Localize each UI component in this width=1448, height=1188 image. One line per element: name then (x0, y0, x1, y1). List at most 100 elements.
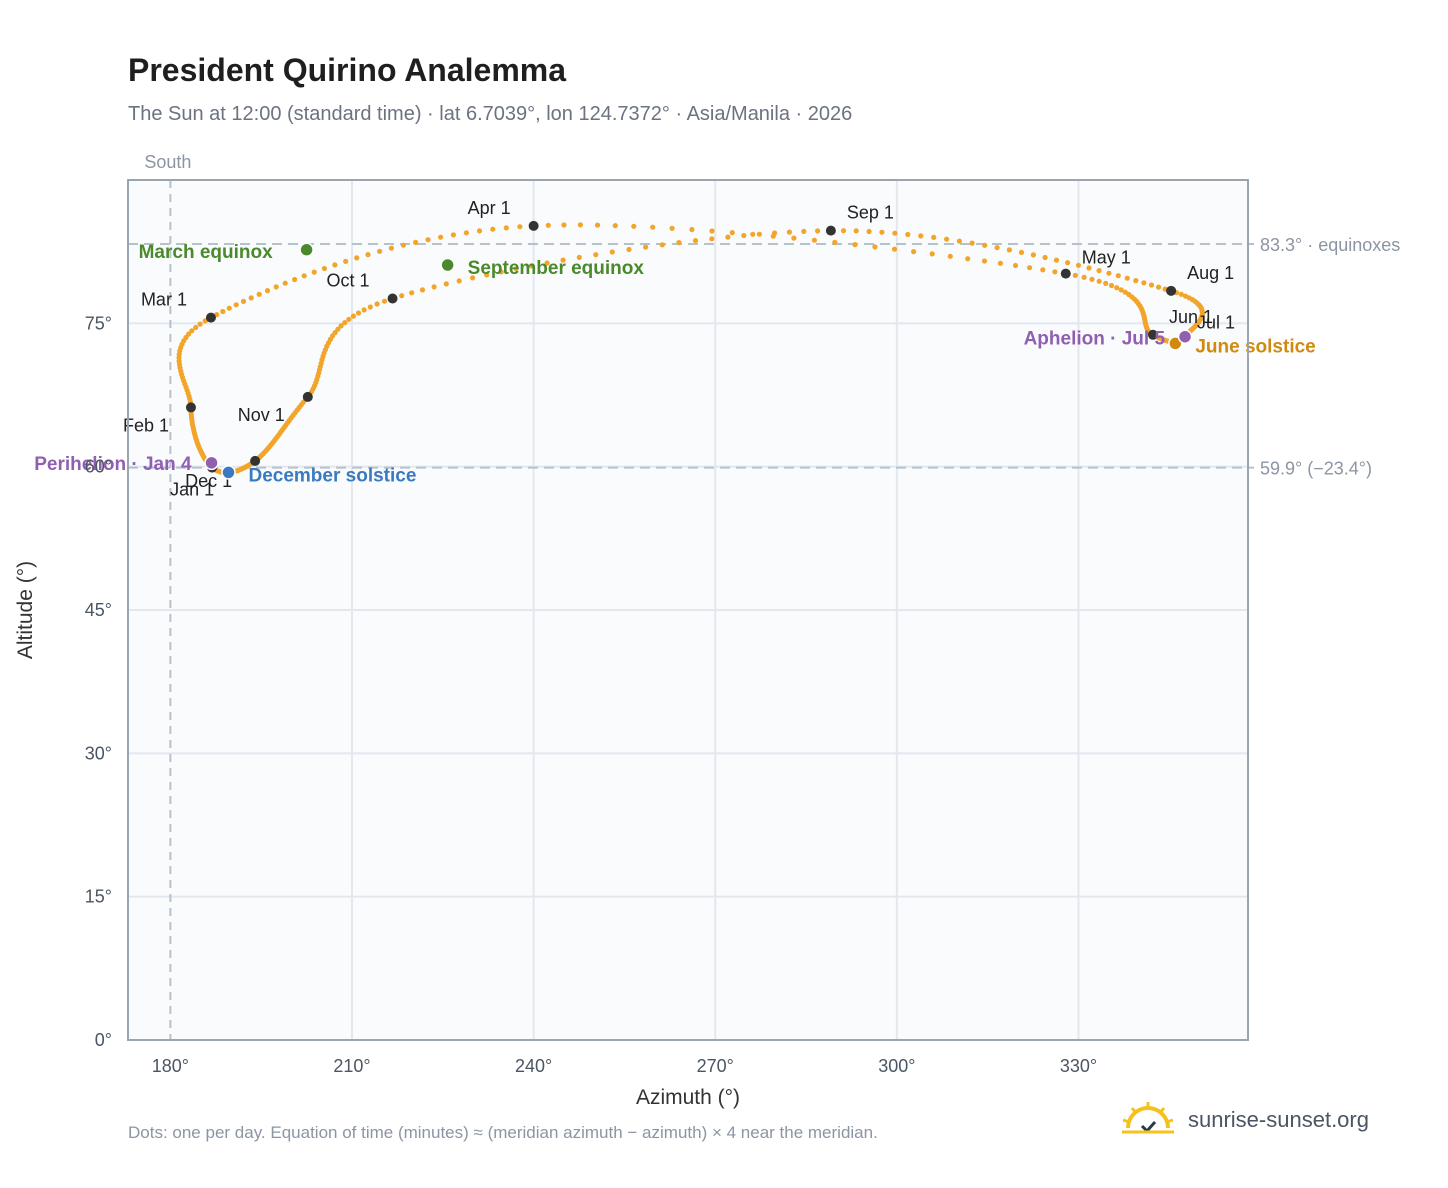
daily-dot (561, 222, 567, 228)
daily-dot (1114, 285, 1120, 291)
daily-dot (1096, 268, 1102, 274)
y-tick-label: 0° (95, 1030, 112, 1050)
daily-dot (692, 238, 699, 244)
daily-dot (709, 228, 715, 234)
month-label: Feb 1 (123, 415, 169, 435)
daily-dot (1148, 282, 1155, 288)
event-marker (1177, 329, 1193, 344)
daily-dot (1027, 265, 1033, 271)
month-label: Sep 1 (847, 203, 894, 223)
daily-dot (1182, 293, 1189, 299)
daily-dot (643, 244, 649, 250)
event-marker (204, 455, 219, 471)
daily-dot (443, 281, 449, 287)
daily-dot (388, 245, 394, 251)
month-marker (302, 391, 313, 402)
daily-dot (197, 321, 203, 327)
x-tick-label: 240° (515, 1056, 552, 1076)
daily-dot (240, 298, 247, 304)
daily-dot (1106, 270, 1112, 276)
daily-dot (891, 246, 898, 252)
daily-dot (346, 316, 352, 322)
daily-dot (1178, 291, 1184, 297)
brand-name: sunrise-sunset.org (1188, 1107, 1369, 1132)
daily-dot (342, 320, 348, 326)
daily-dot (301, 273, 307, 279)
daily-dot (659, 242, 665, 248)
daily-dot (1006, 247, 1013, 253)
daily-dot (438, 234, 444, 240)
daily-dot (741, 232, 747, 239)
y-tick-label: 45° (85, 600, 112, 620)
daily-dot (1124, 275, 1130, 281)
daily-dot (332, 262, 338, 268)
event-label: Aphelion · Jul 5 (1024, 329, 1166, 350)
month-marker (1166, 285, 1177, 296)
y-tick-label: 60° (85, 457, 112, 477)
daily-dot (929, 251, 935, 257)
daily-dot (377, 248, 383, 254)
daily-dot (343, 258, 349, 264)
daily-dot (689, 226, 695, 233)
footnote: Dots: one per day. Equation of time (min… (128, 1123, 878, 1142)
month-label: Jan 1 (170, 480, 214, 500)
daily-dot (545, 222, 551, 228)
daily-dot (233, 302, 239, 308)
reference-lines: South 83.3° · equinoxes 59.9° (−23.4°) (128, 152, 1400, 1040)
event-label: September equinox (468, 258, 645, 279)
daily-dot (1040, 267, 1046, 273)
month-label: Dec 1 (185, 471, 232, 491)
daily-dot (956, 238, 963, 244)
daily-dot (892, 230, 898, 236)
month-label: Nov 1 (238, 405, 285, 425)
daily-dot (994, 245, 1000, 251)
daily-dot (1156, 284, 1162, 290)
daily-dot (905, 231, 911, 238)
daily-dot (594, 222, 601, 228)
reference-line-label: 83.3° · equinoxes (1260, 235, 1400, 255)
daily-dot (1012, 262, 1019, 269)
reference-line-label: 59.9° (−23.4°) (1260, 459, 1372, 479)
daily-dot (264, 288, 271, 294)
daily-dot (560, 257, 566, 263)
daily-dot (413, 239, 419, 245)
daily-dot (484, 272, 490, 278)
daily-dot (498, 269, 504, 275)
x-tick-label: 270° (697, 1056, 734, 1076)
daily-dot (729, 230, 735, 236)
daily-dot (981, 258, 988, 264)
daily-dot (425, 237, 431, 243)
daily-dot (1096, 278, 1102, 284)
daily-dot (1108, 282, 1115, 289)
daily-dot (997, 260, 1004, 266)
month-marker (528, 220, 539, 231)
daily-dot (918, 233, 924, 239)
sun-logo-icon (1122, 1102, 1174, 1134)
daily-dot (750, 231, 756, 237)
daily-dot (355, 310, 362, 316)
daily-dot (350, 313, 356, 319)
daily-dot (853, 228, 859, 234)
daily-dot (399, 293, 405, 299)
daily-dot (1115, 273, 1121, 279)
axis-ticks: 180° 210° 240° 270° 300° 330° 0° 15° 30° 45° 60° 75… (85, 313, 1097, 1076)
event-label: March equinox (139, 242, 274, 263)
daily-dot (1089, 276, 1095, 282)
daily-dot (186, 331, 192, 337)
daily-dot (1018, 249, 1025, 255)
chart-title: President Quirino Analemma (128, 52, 567, 88)
event-markers: March equinox September equinox June solst… (34, 242, 1316, 487)
x-tick-label: 330° (1060, 1056, 1097, 1076)
event-marker (299, 242, 314, 258)
daily-dot (248, 295, 254, 301)
daily-dot (256, 291, 262, 297)
month-marker (1060, 268, 1071, 279)
event-label: Perihelion · Jan 4 (34, 454, 192, 475)
month-label: May 1 (1082, 248, 1131, 268)
brand[interactable]: sunrise-sunset.org (1120, 1100, 1369, 1140)
daily-dot (1075, 262, 1082, 268)
daily-dot (947, 253, 953, 259)
event-marker (440, 257, 455, 273)
daily-dot (879, 229, 885, 235)
